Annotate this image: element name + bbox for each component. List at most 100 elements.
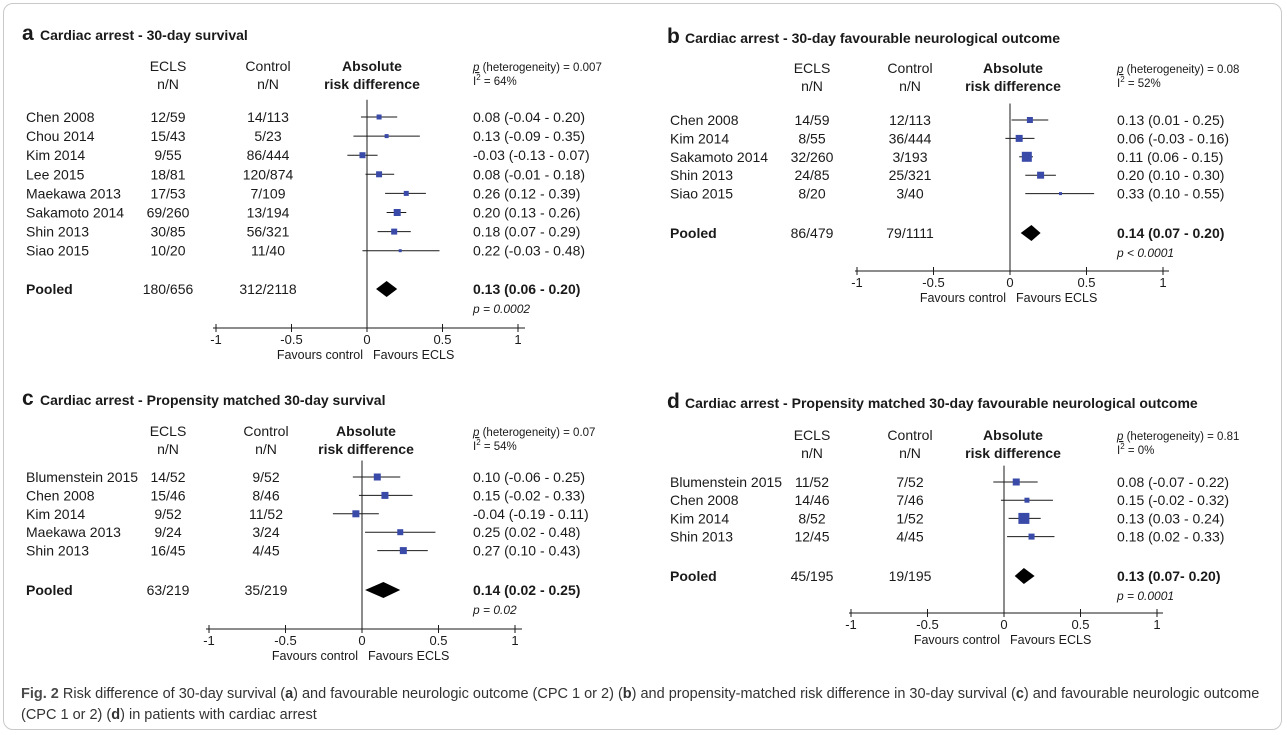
control-count: 1/52	[896, 510, 923, 526]
x-tick-label: 0	[1000, 617, 1007, 632]
ecls-count: 15/43	[150, 128, 185, 144]
control-count: 11/40	[251, 243, 285, 259]
effect-subheader: risk difference	[965, 78, 1061, 94]
x-tick-label: 0.5	[1071, 617, 1089, 632]
pooled-estimate-text: 0.14 (0.07 - 0.20)	[1117, 225, 1224, 241]
study-marker	[1037, 171, 1045, 179]
control-count: 4/45	[896, 529, 923, 545]
heterogeneity-p: p (heterogeneity) = 0.08	[1116, 64, 1239, 76]
study-name: Maekawa 2013	[26, 524, 121, 540]
ecls-count: 8/55	[798, 130, 825, 146]
favours-control-label: Favours control	[914, 633, 1000, 647]
control-count: 13/194	[247, 205, 290, 221]
ecls-count: 12/59	[150, 109, 185, 125]
study-name: Kim 2014	[26, 506, 85, 522]
x-tick-label: 0	[363, 332, 370, 347]
study-name: Sakamoto 2014	[26, 205, 124, 221]
favours-ecls-label: Favours ECLS	[1010, 633, 1091, 647]
panel-b: b Cardiac arrest - 30-day favourable neur…	[667, 25, 1239, 305]
study-estimate-text: 0.18 (0.07 - 0.29)	[473, 224, 580, 240]
study-marker	[1012, 478, 1020, 486]
x-tick-label: 1	[511, 633, 518, 648]
ecls-count: 11/52	[795, 474, 829, 490]
study-name: Chen 2008	[26, 487, 95, 503]
study-estimate-text: 0.08 (-0.07 - 0.22)	[1117, 474, 1229, 490]
panel-letter: c	[22, 387, 34, 410]
heterogeneity-i2: I2 = 54%	[473, 438, 517, 453]
study-estimate-text: 0.13 (-0.09 - 0.35)	[473, 128, 585, 144]
figure-caption: Fig. 2 Risk difference of 30-day surviva…	[21, 686, 1260, 723]
x-tick-label: 0.5	[1077, 275, 1095, 290]
pooled-control-count: 79/1111	[886, 225, 934, 241]
study-name: Blumenstein 2015	[26, 469, 138, 485]
study-marker	[1026, 117, 1033, 123]
heterogeneity-i2: I2 = 52%	[1117, 75, 1161, 90]
study-estimate-text: 0.33 (0.10 - 0.55)	[1117, 186, 1224, 202]
ecls-count: 14/46	[794, 492, 829, 508]
study-marker	[373, 473, 381, 481]
ecls-count: 9/24	[154, 524, 181, 540]
panel-title: Cardiac arrest - 30-day survival	[40, 27, 248, 43]
effect-header: Absolute	[983, 60, 1043, 76]
pooled-diamond	[1014, 568, 1035, 584]
ecls-count: 14/52	[150, 469, 185, 485]
x-tick-label: -0.5	[916, 617, 938, 632]
control-count: 3/40	[896, 186, 923, 202]
panel-letter: d	[667, 390, 680, 413]
study-marker	[399, 547, 407, 555]
control-count: 7/52	[896, 474, 923, 490]
ecls-subheader: n/N	[157, 76, 179, 92]
study-marker	[376, 114, 382, 120]
control-count: 9/52	[252, 469, 279, 485]
pooled-control-count: 19/195	[889, 568, 932, 584]
heterogeneity-p: p (heterogeneity) = 0.07	[472, 427, 595, 439]
ecls-count: 69/260	[147, 205, 190, 221]
pooled-estimate-text: 0.13 (0.07- 0.20)	[1117, 568, 1221, 584]
ecls-count: 8/20	[798, 186, 825, 202]
x-tick-label: 0	[1006, 275, 1013, 290]
control-header: Control	[243, 423, 288, 439]
study-marker	[397, 529, 404, 536]
x-tick-label: 1	[1153, 617, 1160, 632]
study-estimate-text: 0.10 (-0.06 - 0.25)	[473, 469, 585, 485]
study-estimate-text: 0.20 (0.10 - 0.30)	[1117, 167, 1224, 183]
study-name: Chen 2008	[670, 112, 739, 128]
x-tick-label: 0.5	[429, 633, 447, 648]
ecls-count: 30/85	[150, 224, 185, 240]
study-marker	[376, 171, 383, 178]
pooled-estimate-text: 0.13 (0.06 - 0.20)	[473, 281, 580, 297]
ecls-count: 17/53	[150, 185, 185, 201]
pooled-ecls-count: 180/656	[143, 281, 194, 297]
control-count: 11/52	[249, 506, 283, 522]
pooled-label: Pooled	[670, 568, 717, 584]
ecls-count: 18/81	[150, 166, 185, 182]
study-estimate-text: 0.22 (-0.03 - 0.48)	[473, 243, 585, 259]
panel-title: Cardiac arrest - 30-day favourable neuro…	[685, 30, 1060, 46]
study-name: Blumenstein 2015	[670, 474, 782, 490]
study-marker	[381, 491, 389, 499]
panel-title: Cardiac arrest - Propensity matched 30-d…	[40, 392, 385, 408]
control-count: 36/444	[889, 130, 932, 146]
ecls-count: 9/55	[154, 147, 181, 163]
heterogeneity-i2: I2 = 64%	[473, 73, 517, 88]
x-tick-label: -1	[845, 617, 857, 632]
pooled-estimate-text: 0.14 (0.02 - 0.25)	[473, 582, 580, 598]
control-count: 14/113	[247, 109, 289, 125]
study-estimate-text: 0.27 (0.10 - 0.43)	[473, 543, 580, 559]
control-count: 86/444	[247, 147, 290, 163]
pooled-ecls-count: 63/219	[147, 582, 190, 598]
effect-subheader: risk difference	[965, 445, 1061, 461]
study-name: Siao 2015	[670, 186, 733, 202]
control-subheader: n/N	[257, 76, 279, 92]
panel-letter: b	[667, 25, 680, 48]
ecls-count: 14/59	[794, 112, 829, 128]
control-count: 7/109	[250, 185, 285, 201]
effect-header: Absolute	[336, 423, 396, 439]
panel-title: Cardiac arrest - Propensity matched 30-d…	[685, 395, 1198, 411]
x-tick-label: 1	[514, 332, 521, 347]
ecls-count: 32/260	[791, 149, 834, 165]
study-estimate-text: 0.06 (-0.03 - 0.16)	[1117, 130, 1229, 146]
effect-subheader: risk difference	[324, 76, 420, 92]
study-estimate-text: 0.15 (-0.02 - 0.32)	[1117, 492, 1229, 508]
x-tick-label: -0.5	[922, 275, 944, 290]
